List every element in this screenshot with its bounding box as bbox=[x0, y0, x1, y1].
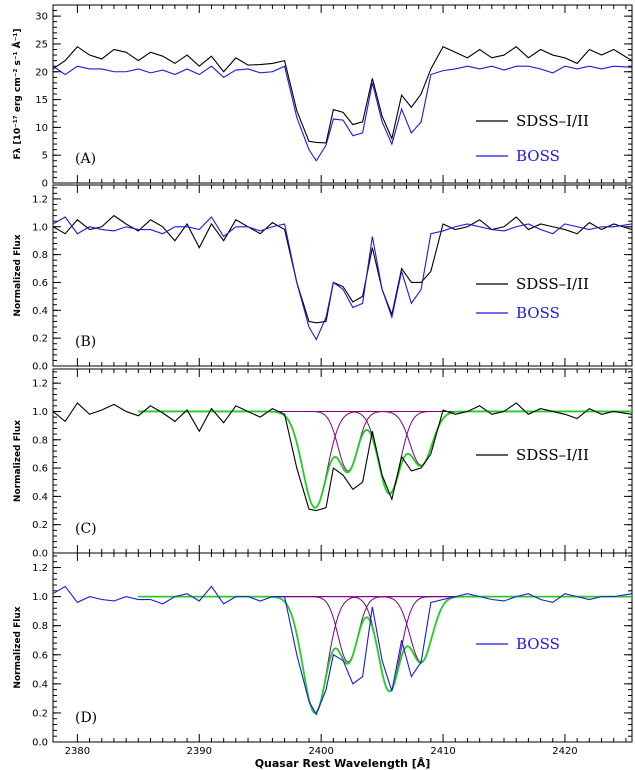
x-tick-label: 2410 bbox=[430, 746, 455, 757]
legend-label: SDSS–I/II bbox=[516, 112, 589, 130]
series-line-boss bbox=[53, 585, 632, 716]
y-tick-label: 25 bbox=[35, 39, 48, 50]
y-tick-label: 0.0 bbox=[32, 549, 48, 560]
x-tick-label: 2400 bbox=[308, 746, 333, 757]
plot-frame bbox=[52, 552, 633, 743]
y-tick-label: 0.6 bbox=[32, 464, 48, 475]
y-tick-label: 0.2 bbox=[32, 520, 48, 531]
panel-c: 0.0 0.2 0.4 0.6 0.8 1.0 1.2 Normalized Flux SDSS… bbox=[13, 368, 633, 560]
legend-label: BOSS bbox=[516, 635, 560, 653]
y-axis-label: Normalized Flux bbox=[13, 420, 23, 502]
y-tick-label: 0 bbox=[42, 179, 48, 190]
y-axis-label: Normalized Flux bbox=[13, 606, 23, 688]
x-tick-label: 2380 bbox=[65, 746, 90, 757]
y-tick-label: 0.6 bbox=[32, 650, 48, 661]
y-tick-label: 1.2 bbox=[32, 563, 48, 574]
x-tick-label: 2420 bbox=[552, 746, 577, 757]
total-fit-line bbox=[138, 410, 632, 509]
x-axis-label: Quasar Rest Wavelength [Å] bbox=[255, 757, 431, 770]
panel-a: 0 5 10 15 20 25 30 Fλ [10⁻¹⁷ erg cm⁻² s⁻¹ Å⁻¹] S… bbox=[12, 4, 633, 190]
y-tick-label: 0.0 bbox=[32, 738, 48, 749]
y-tick-label: 0.2 bbox=[32, 334, 48, 345]
y-tick-label: 0.8 bbox=[32, 435, 48, 446]
y-tick-label: 1.2 bbox=[32, 194, 48, 205]
y-tick-label: 1.2 bbox=[32, 379, 48, 390]
y-tick-label: 30 bbox=[35, 12, 48, 23]
legend-label: SDSS–I/II bbox=[516, 275, 589, 293]
y-tick-label: 1.0 bbox=[32, 592, 48, 603]
series-line-boss bbox=[53, 216, 632, 341]
series-line-sdss bbox=[53, 45, 632, 144]
series-line-boss bbox=[53, 65, 632, 162]
y-axis-label: Normalized Flux bbox=[13, 234, 23, 316]
y-tick-label: 0.4 bbox=[32, 492, 48, 503]
y-tick-label: 5 bbox=[42, 151, 48, 162]
y-tick-label: 1.0 bbox=[32, 407, 48, 418]
panel-d: 0.0 0.2 0.4 0.6 0.8 1.0 1.2 2380 2390 2400 2410 242… bbox=[13, 552, 633, 770]
y-tick-label: 10 bbox=[35, 123, 48, 134]
panel-b: 0.0 0.2 0.4 0.6 0.8 1.0 1.2 Normalized Flux SDSS… bbox=[13, 184, 633, 373]
y-tick-label: 0.2 bbox=[32, 708, 48, 719]
y-tick-label: 0.8 bbox=[32, 250, 48, 261]
y-tick-label: 0.0 bbox=[32, 362, 48, 373]
total-fit-line bbox=[138, 595, 632, 714]
panel-label: (D) bbox=[75, 710, 97, 726]
y-tick-label: 1.0 bbox=[32, 222, 48, 233]
panel-label: (A) bbox=[75, 151, 96, 167]
panel-label: (C) bbox=[75, 521, 97, 537]
y-tick-label: 0.4 bbox=[32, 306, 48, 317]
y-tick-label: 20 bbox=[35, 67, 48, 78]
legend-label: SDSS–I/II bbox=[516, 446, 589, 464]
legend-label: BOSS bbox=[516, 304, 560, 322]
y-tick-label: 0.6 bbox=[32, 278, 48, 289]
component-profile-1 bbox=[138, 596, 632, 714]
legend-label: BOSS bbox=[516, 147, 560, 165]
series-line-sdss bbox=[53, 402, 632, 512]
y-axis-label: Fλ [10⁻¹⁷ erg cm⁻² s⁻¹ Å⁻¹] bbox=[12, 29, 23, 160]
plot-frame bbox=[52, 184, 633, 367]
x-tick-label: 2390 bbox=[187, 746, 212, 757]
y-tick-label: 0.4 bbox=[32, 679, 48, 690]
panel-label: (B) bbox=[75, 334, 96, 350]
y-tick-label: 0.8 bbox=[32, 621, 48, 632]
y-tick-label: 15 bbox=[35, 95, 48, 106]
